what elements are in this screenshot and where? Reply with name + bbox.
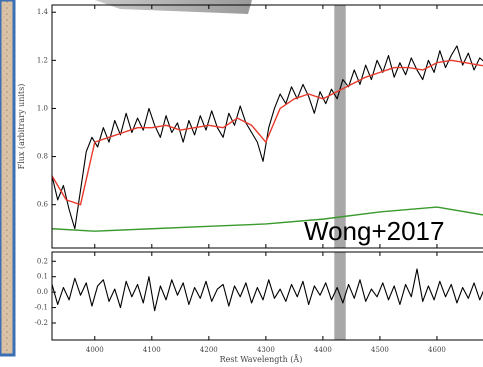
side-image [0, 0, 14, 355]
x-tick-label: 4500 [371, 346, 389, 354]
series-line [52, 268, 483, 312]
y-axis-label: Flux (arbitrary units) [17, 84, 26, 170]
y-tick-label: 0.2 [37, 257, 48, 265]
series-line [52, 45, 483, 230]
series-line [52, 206, 483, 232]
shaded-region [334, 5, 346, 248]
y-tick-label: 1.4 [37, 8, 49, 16]
series-line [52, 59, 483, 206]
plot-area [52, 5, 483, 248]
plot-frame [51, 4, 483, 249]
x-tick-label: 4600 [428, 346, 446, 354]
y-tick-label: -0.2 [35, 319, 49, 327]
y-tick-label: -0.1 [35, 304, 49, 312]
plot-frame [51, 251, 483, 341]
x-tick-label: 4000 [86, 346, 104, 354]
plot-area [52, 252, 483, 340]
top-shape [95, 0, 252, 14]
x-tick-label: 4300 [257, 346, 275, 354]
annotation: Wong+2017 [304, 216, 444, 246]
y-tick-label: 0.0 [37, 288, 48, 296]
x-tick-label: 4200 [200, 346, 218, 354]
y-tick-label: 1.0 [37, 104, 48, 112]
y-tick-label: 0.1 [37, 273, 48, 281]
side-image-frame [0, 0, 16, 357]
y-tick-label: 0.8 [37, 153, 48, 161]
y-tick-label: 0.6 [37, 201, 49, 209]
y-tick-label: 1.2 [37, 56, 48, 64]
x-axis-label: Rest Wavelength (Å) [220, 355, 303, 364]
x-tick-label: 4100 [143, 346, 161, 354]
x-tick-label: 4400 [314, 346, 332, 354]
